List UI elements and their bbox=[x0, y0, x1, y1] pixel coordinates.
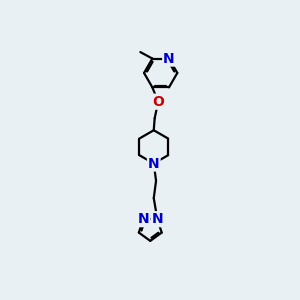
Text: N: N bbox=[137, 212, 149, 226]
Text: O: O bbox=[152, 95, 164, 109]
Text: N: N bbox=[148, 157, 160, 170]
Text: N: N bbox=[163, 52, 175, 66]
Text: N: N bbox=[152, 212, 163, 226]
